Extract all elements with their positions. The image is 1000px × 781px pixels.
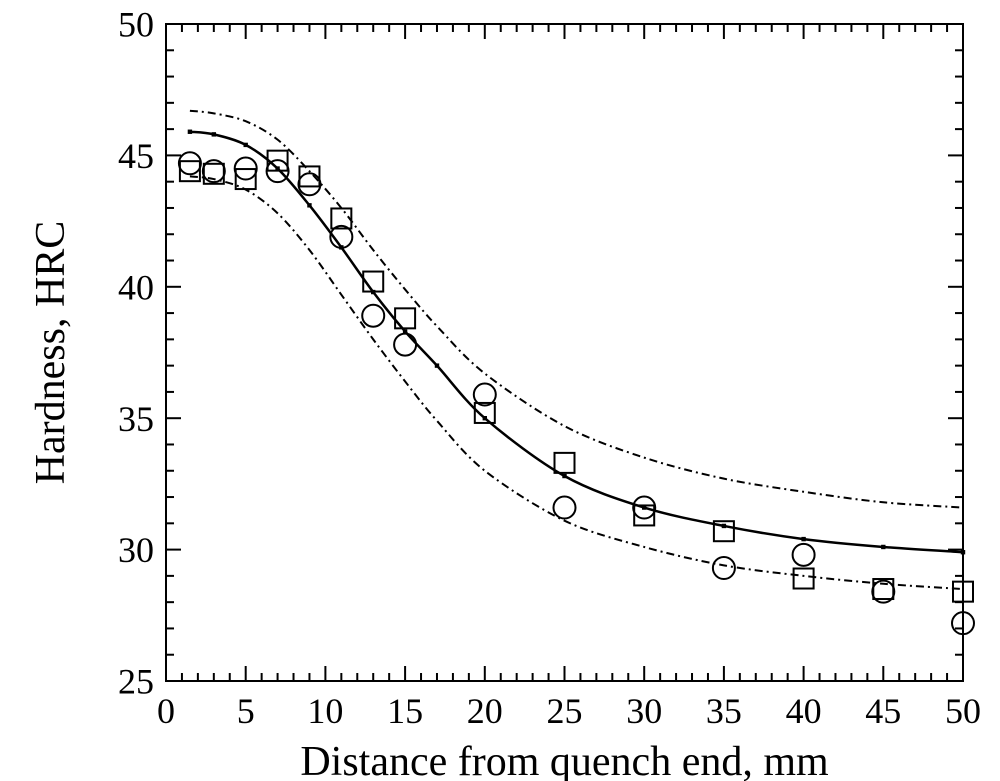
marker-circle — [298, 173, 320, 195]
marker-circle — [179, 152, 201, 174]
x-tick-label: 25 — [547, 691, 583, 731]
x-tick-label: 40 — [786, 691, 822, 731]
y-tick-label: 30 — [118, 530, 154, 570]
x-tick-label: 5 — [237, 691, 255, 731]
y-tick-label: 25 — [118, 662, 154, 702]
marker-circle — [394, 334, 416, 356]
y-tick-label: 50 — [118, 5, 154, 45]
curve-dot — [562, 474, 566, 478]
chart-svg: 0 5 10 15 20 25 30 35 40 45 50 Distance from quench… — [0, 0, 1000, 781]
curve-dot — [435, 363, 439, 367]
x-tick-label: 15 — [387, 691, 423, 731]
x-tick-label: 20 — [467, 691, 503, 731]
marker-circle — [362, 305, 384, 327]
x-tick-label: 50 — [945, 691, 981, 731]
x-tick-label: 35 — [706, 691, 742, 731]
curve-dot — [722, 524, 726, 528]
curve-dot — [961, 550, 965, 554]
marker-square — [794, 569, 814, 589]
x-tick-label: 45 — [865, 691, 901, 731]
marker-circle — [793, 544, 815, 566]
curve-dot — [801, 537, 805, 541]
curve-dot — [483, 416, 487, 420]
y-tick-label: 40 — [118, 267, 154, 307]
y-tick-label: 45 — [118, 136, 154, 176]
curve-dot — [244, 143, 248, 147]
curve-dot — [212, 132, 216, 136]
curve-dot — [881, 545, 885, 549]
curve-dot — [188, 130, 192, 134]
x-tick-label: 0 — [157, 691, 175, 731]
x-axis-label: Distance from quench end, mm — [300, 739, 829, 781]
marker-circle — [713, 557, 735, 579]
series-lower_band — [190, 176, 963, 589]
marker-square — [395, 308, 415, 328]
series-upper_band — [190, 111, 963, 508]
y-tick-label: 35 — [118, 399, 154, 439]
hardness-chart: 0 5 10 15 20 25 30 35 40 45 50 Distance from quench… — [0, 0, 1000, 781]
y-axis-label: Hardness, HRC — [28, 221, 74, 485]
x-tick-label: 10 — [307, 691, 343, 731]
curve-dot — [307, 203, 311, 207]
marker-circle — [554, 497, 576, 519]
x-tick-label: 30 — [626, 691, 662, 731]
marker-square — [555, 453, 575, 473]
